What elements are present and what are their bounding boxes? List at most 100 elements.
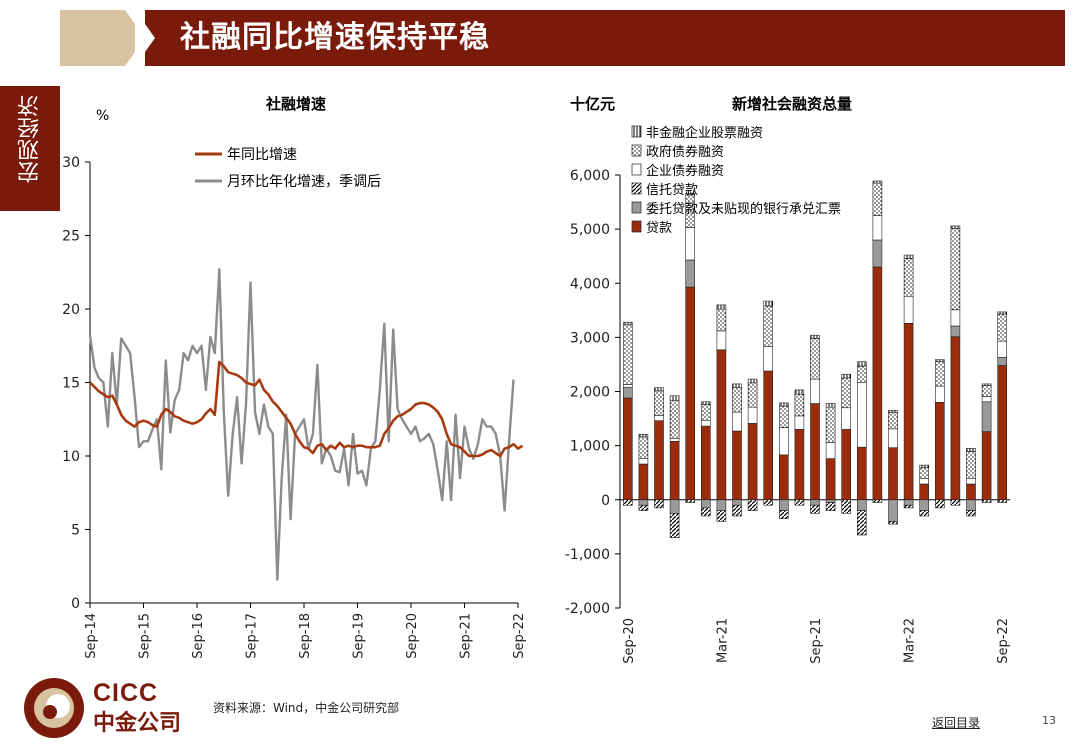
bar-segment — [669, 438, 680, 442]
bar-segment — [997, 313, 1008, 342]
bar-segment — [810, 499, 820, 506]
right-x-tick-label: Sep-21 — [809, 618, 824, 664]
bar-segment — [732, 499, 742, 506]
bar-segment — [841, 429, 852, 501]
bar-segment — [716, 330, 727, 351]
bar-segment — [997, 357, 1008, 366]
bar-segment — [934, 385, 945, 403]
title-banner — [145, 10, 1065, 66]
bar-segment — [966, 483, 976, 501]
bar-segment — [981, 499, 992, 503]
left-y-tick-label: 10 — [62, 449, 80, 465]
bar-segment — [903, 322, 914, 500]
bar-segment — [872, 215, 883, 241]
bar-segment — [794, 415, 805, 430]
bar-segment — [622, 321, 633, 326]
right-legend-swatch — [631, 182, 642, 195]
left-x-tick-label: Sep-18 — [298, 613, 313, 659]
bar-segment — [825, 499, 836, 503]
bar-segment — [685, 259, 696, 288]
left-x-tick-label: Sep-15 — [138, 613, 153, 659]
bar-segment — [841, 499, 852, 514]
right-x-tick-label: Sep-22 — [996, 618, 1011, 664]
bar-segment — [950, 309, 961, 327]
bar-segment — [685, 286, 696, 500]
bar-segment — [763, 346, 774, 372]
bar-segment — [872, 266, 883, 500]
banner-chevron-icon — [125, 10, 155, 66]
bar-segment — [700, 507, 711, 517]
bar-segment — [888, 521, 898, 525]
bar-segment — [966, 478, 976, 485]
bar-segment — [747, 406, 758, 424]
right-y-tick-label: -2,000 — [565, 601, 610, 617]
left-x-tick-label: Sep-16 — [191, 613, 206, 659]
bar-segment — [841, 377, 852, 409]
bar-segment — [732, 387, 742, 413]
bar-segment — [747, 423, 758, 500]
right-legend-swatch — [631, 125, 642, 138]
bar-segment — [685, 193, 696, 196]
bar-segment — [888, 412, 898, 430]
bar-segment — [966, 451, 976, 480]
bar-segment — [934, 401, 945, 500]
bar-segment — [654, 499, 664, 509]
bar-segment — [716, 510, 727, 522]
bar-segment — [981, 431, 992, 501]
bar-segment — [856, 510, 867, 536]
bar-segment — [919, 467, 930, 479]
bar-segment — [934, 499, 945, 509]
bar-segment — [622, 324, 633, 385]
left-x-tick-label: Sep-19 — [352, 613, 367, 659]
bar-segment — [763, 370, 774, 500]
bar-segment — [856, 499, 867, 511]
bar-segment — [966, 499, 976, 511]
bar-segment — [638, 504, 649, 511]
bar-segment — [716, 499, 727, 511]
bar-segment — [778, 405, 789, 429]
bar-segment — [669, 400, 680, 439]
bar-segment — [794, 393, 805, 417]
bar-segment — [732, 383, 742, 388]
right-y-tick-label: 1,000 — [570, 439, 610, 455]
page-title: 社融同比增速保持平稳 — [180, 20, 490, 55]
bar-segment — [700, 420, 711, 427]
bar-segment — [810, 403, 820, 500]
bar-segment — [872, 239, 883, 268]
page-number: 13 — [1042, 714, 1056, 727]
bar-segment — [622, 386, 633, 399]
bar-segment — [934, 361, 945, 387]
bar-segment — [794, 499, 805, 506]
bar-segment — [716, 308, 727, 332]
right-legend-label: 委托贷款及未贴现的银行承兑汇票 — [646, 201, 841, 217]
left-y-tick-label: 25 — [62, 229, 80, 245]
bar-segment — [778, 499, 789, 511]
bar-segment — [903, 254, 914, 259]
bar-segment — [981, 396, 992, 403]
back-to-contents-link[interactable]: 返回目录 — [932, 716, 981, 730]
bar-segment — [841, 373, 852, 379]
bar-segment — [685, 499, 696, 503]
side-section-tab[interactable] — [0, 86, 60, 211]
right-y-tick-label: 4,000 — [570, 276, 610, 292]
bar-segment — [716, 304, 727, 310]
right-legend-swatch — [631, 144, 642, 157]
bar-segment — [997, 365, 1008, 500]
bar-segment — [919, 499, 930, 511]
bar-segment — [638, 499, 649, 506]
right-y-tick-label: 2,000 — [570, 385, 610, 401]
bar-segment — [669, 440, 680, 501]
bar-segment — [919, 464, 930, 469]
bar-segment — [732, 430, 742, 500]
bar-segment — [903, 258, 914, 297]
right-legend-swatch — [631, 201, 642, 214]
bar-segment — [872, 182, 883, 216]
bar-segment — [763, 300, 774, 307]
bar-segment — [825, 442, 836, 459]
bar-segment — [856, 365, 867, 383]
bar-segment — [903, 499, 914, 506]
bar-segment — [794, 389, 805, 395]
left-x-tick-label: Sep-17 — [245, 613, 260, 659]
logo-text-cn: 中金公司 — [93, 711, 182, 736]
bar-segment — [888, 428, 898, 448]
